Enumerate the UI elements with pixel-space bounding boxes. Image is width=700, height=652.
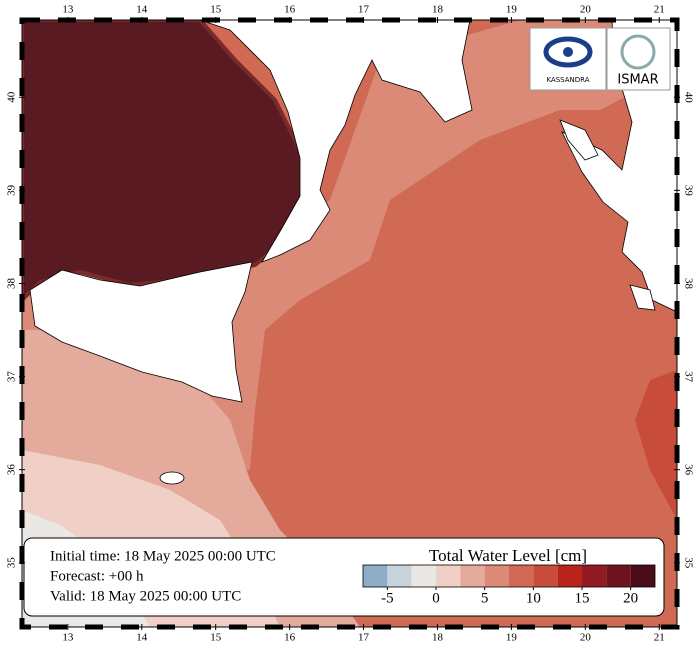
lat-tick-label: 36	[6, 464, 18, 476]
colorbar-box	[411, 565, 436, 587]
colorbar-box	[606, 565, 631, 587]
info-panel	[23, 537, 665, 617]
colorbar-box	[630, 565, 655, 587]
lat-tick-label: 35	[6, 557, 18, 569]
lon-tick-label: 14	[136, 632, 148, 644]
lat-tick-label: 39	[682, 185, 694, 197]
logo-text: ISMAR	[617, 73, 658, 88]
logos: KASSANDRA ISMAR	[529, 27, 671, 91]
lon-tick-label: 13	[62, 4, 74, 16]
land-sicily	[29, 261, 253, 403]
land-malta	[159, 471, 185, 485]
lat-tick-label: 37	[6, 371, 18, 383]
colorbar-box	[582, 565, 607, 587]
colorbar-frame	[362, 564, 656, 588]
colorbar-tick-label: 15	[575, 590, 590, 606]
colorbar-box	[436, 565, 461, 587]
lon-tick-label: 21	[654, 4, 665, 16]
colorbar-box	[363, 565, 388, 587]
info-box: Initial time: 18 May 2025 00:00 UTC Fore…	[23, 537, 665, 617]
lat-tick-label: 40	[6, 91, 18, 103]
lon-tick-label: 15	[210, 632, 222, 644]
lon-tick-label: 16	[284, 4, 296, 16]
map-area: KASSANDRA ISMAR	[22, 20, 677, 627]
info-text: Initial time: 18 May 2025 00:00 UTC	[50, 548, 276, 564]
sea-zone	[635, 370, 677, 520]
land-island	[559, 119, 599, 161]
colorbar-box	[387, 565, 412, 587]
logo-icon	[543, 36, 593, 68]
logo-box	[606, 27, 671, 91]
colorbar-tick-label: 0	[432, 590, 440, 606]
info-text: Forecast: +00 h	[50, 568, 144, 584]
land-italy	[199, 20, 473, 263]
colorbar-box	[533, 565, 558, 587]
lon-tick-label: 17	[358, 632, 370, 644]
lon-tick-label: 17	[358, 4, 370, 16]
colorbar-tick-label: 5	[481, 590, 489, 606]
logo-icon	[620, 34, 656, 70]
colorbar-box	[484, 565, 509, 587]
colorbar-box	[557, 565, 582, 587]
lat-tick-label: 36	[682, 464, 694, 476]
lat-tick-label: 40	[682, 92, 694, 104]
land-greece	[561, 20, 677, 313]
lon-tick-label: 18	[432, 4, 444, 16]
lon-tick-label: 16	[284, 632, 296, 644]
colorbar-tick-label: 20	[623, 590, 638, 606]
lon-tick-label: 19	[506, 632, 518, 644]
logo-icon	[563, 47, 573, 57]
colorbar-tick-label: 10	[526, 590, 541, 606]
lon-tick-label: 13	[62, 632, 74, 644]
frame	[21, 19, 678, 628]
colorbar-box	[509, 565, 534, 587]
logo-text: KASSANDRA	[546, 76, 589, 84]
info-text: Valid: 18 May 2025 00:00 UTC	[50, 588, 241, 604]
lon-tick-label: 20	[580, 4, 592, 16]
lon-tick-label: 18	[432, 632, 444, 644]
lat-tick-label: 39	[6, 184, 18, 196]
lat-tick-label: 38	[6, 277, 18, 289]
lon-tick-label: 14	[136, 4, 148, 16]
lon-tick-label: 20	[580, 632, 592, 644]
lon-tick-label: 21	[654, 632, 665, 644]
colorbar-box	[460, 565, 485, 587]
legend-title: Total Water Level [cm]	[429, 546, 587, 565]
lon-tick-label: 19	[506, 4, 518, 16]
lat-tick-label: 37	[682, 371, 694, 383]
colorbar-tick-label: -5	[381, 590, 394, 606]
land-island	[629, 284, 656, 311]
lon-tick-label: 15	[210, 4, 222, 16]
generated: 13 13 14 14 15 15 16 16 17 17 18 18 19 19 20 20 21 21 35 35…	[6, 4, 695, 644]
lat-tick-label: 38	[682, 278, 694, 290]
lat-tick-label: 35	[682, 557, 694, 569]
